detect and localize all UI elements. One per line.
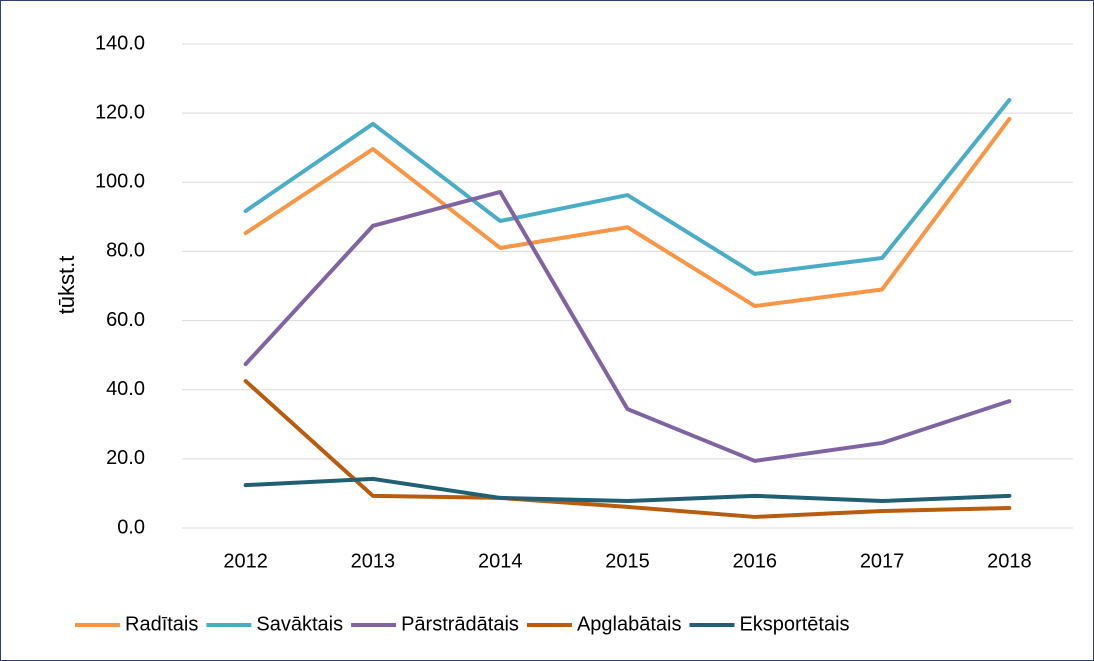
x-tick-label: 2013 [351, 550, 396, 572]
series-line [243, 117, 1012, 309]
y-tick-label: 80.0 [106, 240, 145, 262]
x-tick-label: 2017 [860, 550, 905, 572]
y-tick-label: 140.0 [95, 32, 145, 54]
x-tick-label: 2012 [223, 550, 268, 572]
x-tick-label: 2015 [605, 550, 650, 572]
y-tick-label: 0.0 [117, 516, 145, 538]
y-tick-label: 60.0 [106, 309, 145, 331]
y-tick-label: 40.0 [106, 378, 145, 400]
y-tick-label: 120.0 [95, 101, 145, 123]
series-line [243, 379, 1012, 519]
x-tick-label: 2014 [478, 550, 523, 572]
x-tick-label: 2018 [987, 550, 1032, 572]
y-tick-label: 100.0 [95, 171, 145, 193]
legend-label: Pārstrādātais [401, 613, 519, 635]
series-line [243, 189, 1012, 463]
legend-label: Apglabātais [577, 613, 682, 635]
x-tick-label: 2016 [733, 550, 778, 572]
legend-label: Radītais [125, 613, 198, 635]
legend-label: Savāktais [256, 613, 343, 635]
y-tick-label: 20.0 [106, 447, 145, 469]
series-line [243, 98, 1012, 276]
y-axis-label: tūkst.t [54, 256, 79, 315]
series-line [243, 476, 1012, 504]
legend-label: Eksportētais [739, 613, 849, 635]
